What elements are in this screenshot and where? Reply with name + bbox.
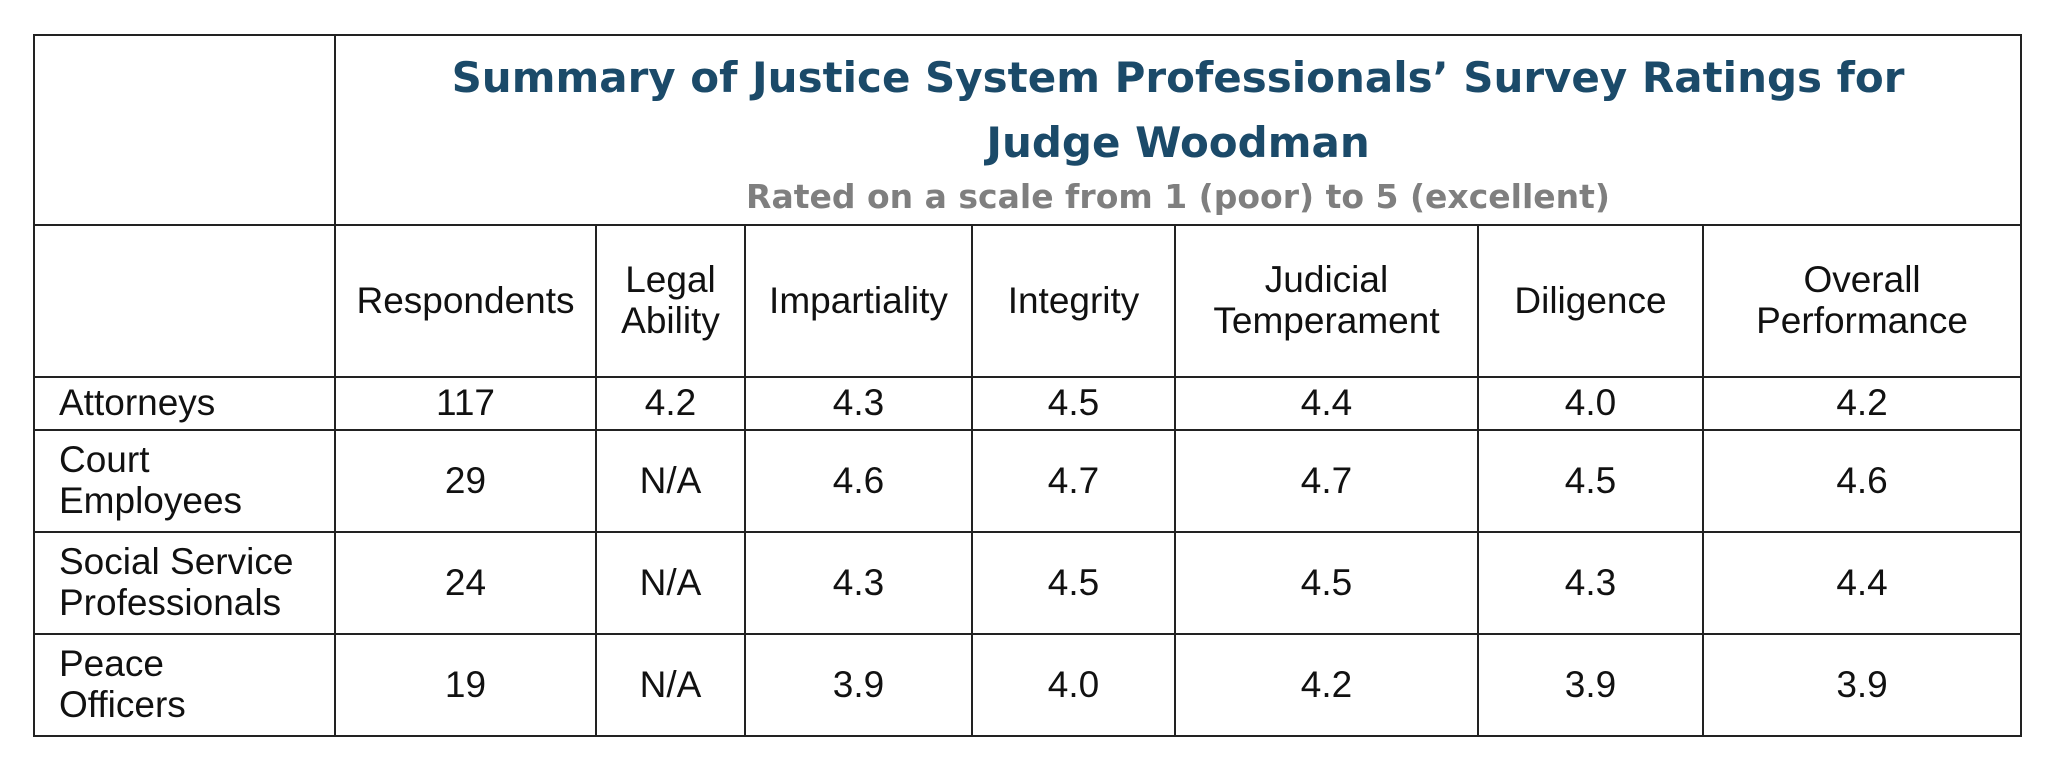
cell: 4.3 [1477, 531, 1704, 635]
data-row: Attorneys 117 4.2 4.3 4.5 4.4 4.0 4.2 [33, 376, 2023, 431]
empty-corner [33, 34, 336, 226]
cell: 3.9 [1477, 633, 1704, 737]
subtitle: Rated on a scale from 1 (poor) to 5 (exc… [746, 176, 1611, 216]
row-label-line: Peace [59, 643, 164, 685]
header-line: Diligence [1514, 279, 1667, 321]
column-header: Respondents [334, 224, 597, 378]
column-header: Integrity [971, 224, 1176, 378]
header-line: Overall [1803, 259, 1921, 301]
header-line: Respondents [356, 279, 575, 321]
header-line: Judicial [1264, 259, 1389, 301]
cell: 29 [334, 429, 597, 533]
cell: 4.4 [1701, 531, 2023, 635]
cell: 4.7 [1174, 429, 1479, 533]
cell: 19 [334, 633, 597, 737]
cell: 4.5 [1477, 429, 1704, 533]
header-line: Integrity [1007, 279, 1140, 321]
cell: 4.0 [1477, 376, 1704, 431]
header-row: Respondents Legal Ability Impartiality Integ… [33, 224, 2023, 378]
row-label: Peace Officers [33, 633, 336, 737]
cell: 24 [334, 531, 597, 635]
cell: 4.3 [744, 376, 973, 431]
ratings-table: Summary of Justice System Professionals’… [33, 34, 2023, 737]
cell: 4.7 [971, 429, 1176, 533]
title-line: Judge Woodman [986, 117, 1370, 167]
header-line: Performance [1756, 300, 1968, 341]
cell: 3.9 [1701, 633, 2023, 737]
cell: 4.0 [971, 633, 1176, 737]
column-header: Overall Performance [1701, 224, 2023, 378]
row-label-line: Social Service [59, 541, 294, 583]
row-label: Social Service Professionals [33, 531, 336, 635]
cell: N/A [595, 429, 746, 533]
header-line: Temperament [1213, 300, 1440, 341]
row-label-line: Officers [59, 684, 186, 725]
cell: 4.5 [971, 376, 1176, 431]
row-label-line: Professionals [59, 582, 282, 623]
cell: 4.2 [595, 376, 746, 431]
header-line: Impartiality [769, 279, 948, 321]
data-row: Social Service Professionals 24 N/A 4.3 4.5 4.… [33, 531, 2023, 635]
cell: 4.6 [744, 429, 973, 533]
cell: 4.5 [1174, 531, 1479, 635]
cell: 4.5 [971, 531, 1176, 635]
header-line: Ability [621, 300, 720, 341]
column-header: Legal Ability [595, 224, 746, 378]
data-row: Court Employees 29 N/A 4.6 4.7 4.7 4.5 4.6 [33, 429, 2023, 533]
cell: 4.4 [1174, 376, 1479, 431]
row-label: Attorneys [33, 376, 336, 431]
row-label-line: Court [59, 439, 150, 481]
empty-header [33, 224, 336, 378]
row-label: Court Employees [33, 429, 336, 533]
title-row: Summary of Justice System Professionals’… [33, 34, 2023, 226]
cell: 3.9 [744, 633, 973, 737]
title-cell: Summary of Justice System Professionals’… [333, 34, 2023, 226]
cell: 4.2 [1174, 633, 1479, 737]
row-label-line: Employees [59, 480, 243, 521]
cell: N/A [595, 531, 746, 635]
column-header: Judicial Temperament [1174, 224, 1479, 378]
data-row: Peace Officers 19 N/A 3.9 4.0 4.2 3.9 3.9 [33, 633, 2023, 737]
column-header: Impartiality [744, 224, 973, 378]
table-body: Summary of Justice System Professionals’… [33, 34, 2023, 737]
title: Summary of Justice System Professionals’… [348, 45, 2008, 175]
cell: N/A [595, 633, 746, 737]
cell: 4.6 [1701, 429, 2023, 533]
header-line: Legal [625, 259, 716, 301]
title-line: Summary of Justice System Professionals’… [451, 52, 1905, 102]
cell: 117 [334, 376, 597, 431]
cell: 4.2 [1701, 376, 2023, 431]
column-header: Diligence [1477, 224, 1704, 378]
cell: 4.3 [744, 531, 973, 635]
row-label-line: Attorneys [59, 382, 216, 424]
